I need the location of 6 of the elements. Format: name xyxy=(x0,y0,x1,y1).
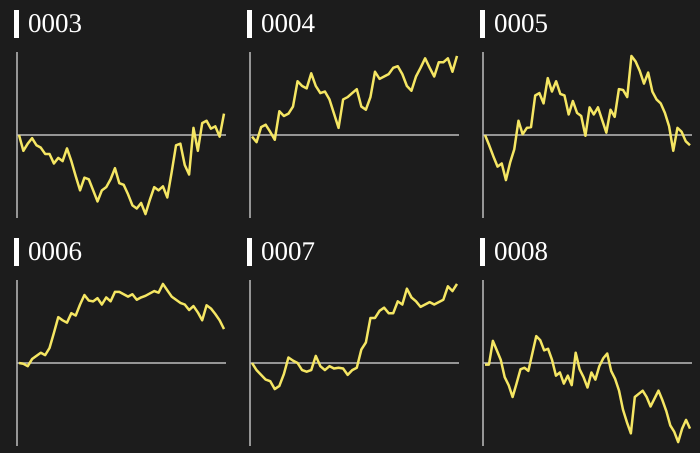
chart-title: 0004 xyxy=(261,7,315,40)
chart-title: 0006 xyxy=(28,235,82,268)
chart-title: 0003 xyxy=(28,7,82,40)
chart-title: 0008 xyxy=(494,235,548,268)
chart-title: 0007 xyxy=(261,235,315,268)
chart-title: 0005 xyxy=(494,7,548,40)
